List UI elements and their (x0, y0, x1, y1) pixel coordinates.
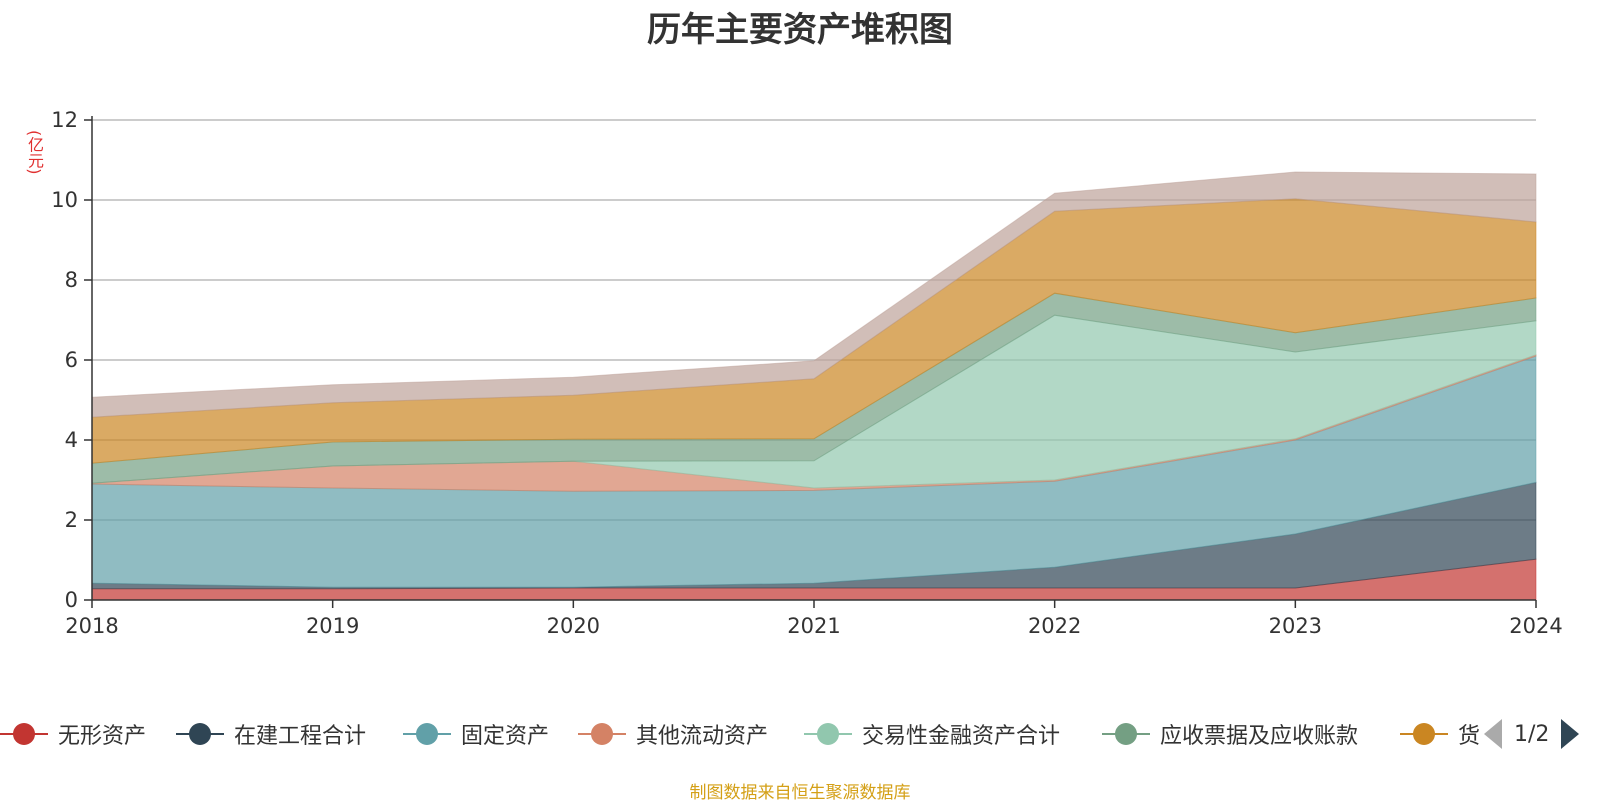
x-tick-label: 2024 (1509, 614, 1562, 638)
legend-label: 交易性金融资产合计 (862, 724, 1061, 749)
legend-label: 固定资产 (461, 724, 550, 749)
legend-marker-icon (1400, 722, 1448, 746)
legend-pager[interactable]: 1/2 (1484, 718, 1580, 750)
y-tick-label: 8 (65, 268, 78, 292)
area-series[interactable] (91, 171, 1537, 418)
legend-label: 货 (1458, 724, 1480, 749)
legend-item[interactable]: 货 (1400, 716, 1480, 752)
legend-item[interactable]: 交易性金融资产合计 (804, 716, 1060, 752)
legend-label: 无形资产 (58, 724, 147, 749)
x-tick-label: 2019 (306, 614, 359, 638)
x-tick-label: 2020 (547, 614, 600, 638)
legend-marker-icon (403, 722, 451, 746)
legend-marker-icon (804, 722, 852, 746)
x-tick-label: 2018 (65, 614, 118, 638)
y-tick-label: 2 (65, 508, 78, 532)
legend-marker-icon (176, 722, 224, 746)
legend-item[interactable]: 在建工程合计 (176, 716, 366, 752)
legend-label: 应收票据及应收账款 (1160, 724, 1359, 749)
legend-item[interactable]: 应收票据及应收账款 (1102, 716, 1358, 752)
y-tick-label: 0 (65, 588, 78, 612)
legend-item[interactable]: 固定资产 (403, 716, 549, 752)
x-tick-label: 2023 (1269, 614, 1322, 638)
area-series-layer (91, 171, 1537, 601)
legend-item[interactable]: 其他流动资产 (578, 716, 768, 752)
y-tick-label: 6 (65, 348, 78, 372)
legend-marker-icon (1102, 722, 1150, 746)
legend: 无形资产 在建工程合计 固定资产 其他流动资产 交易性金融资产合计 应收票据及应收账款 货 (0, 716, 1480, 752)
y-tick-label: 4 (65, 428, 78, 452)
legend-page-indicator: 1/2 (1514, 721, 1550, 747)
legend-label: 在建工程合计 (234, 724, 367, 749)
x-tick-label: 2021 (787, 614, 840, 638)
x-tick-label: 2022 (1028, 614, 1081, 638)
chart-title: 历年主要资产堆积图 (647, 10, 953, 50)
stacked-area-chart: 0 2 4 6 8 10 12 2018 2019 2020 2021 2022 2023 2024 (51, 108, 1562, 638)
legend-label: 其他流动资产 (636, 724, 769, 749)
y-tick-label: 10 (51, 188, 78, 212)
y-tick-label: 12 (51, 108, 78, 132)
axes: 0 2 4 6 8 10 12 2018 2019 2020 2021 2022 2023 2024 (51, 108, 1562, 638)
y-axis-unit-label: (亿元) (25, 129, 44, 175)
legend-marker-icon (578, 722, 626, 746)
legend-prev-page-icon[interactable] (1484, 719, 1502, 749)
legend-marker-icon (0, 722, 48, 746)
legend-next-page-icon[interactable] (1561, 719, 1580, 749)
source-note: 制图数据来自恒生聚源数据库 (689, 783, 911, 803)
legend-item[interactable]: 无形资产 (0, 716, 146, 752)
